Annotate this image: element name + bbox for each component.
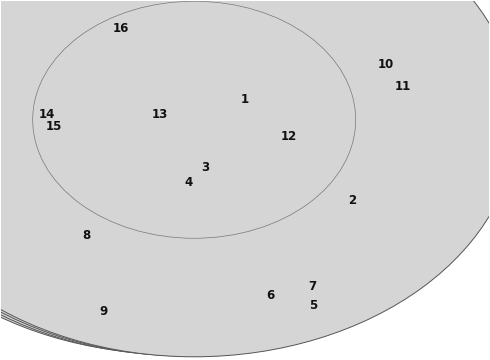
Polygon shape	[150, 97, 186, 129]
FancyBboxPatch shape	[288, 260, 336, 291]
Text: 9: 9	[99, 306, 107, 319]
Circle shape	[189, 177, 196, 183]
Text: 10: 10	[378, 58, 394, 71]
Circle shape	[310, 263, 318, 269]
Circle shape	[297, 272, 305, 278]
Circle shape	[433, 85, 448, 95]
Circle shape	[192, 177, 205, 186]
Circle shape	[216, 170, 223, 175]
Polygon shape	[158, 63, 395, 125]
Circle shape	[207, 164, 214, 169]
Text: 6: 6	[266, 289, 274, 302]
Polygon shape	[40, 105, 110, 187]
Polygon shape	[214, 168, 266, 181]
Circle shape	[413, 78, 428, 89]
Circle shape	[207, 166, 220, 175]
Circle shape	[428, 81, 435, 86]
FancyBboxPatch shape	[57, 33, 64, 60]
Circle shape	[307, 270, 320, 280]
FancyBboxPatch shape	[113, 33, 121, 60]
Text: 12: 12	[281, 130, 297, 143]
Circle shape	[318, 126, 329, 134]
Circle shape	[207, 184, 214, 189]
Circle shape	[437, 95, 444, 100]
Circle shape	[197, 164, 204, 169]
Circle shape	[54, 130, 98, 162]
Circle shape	[197, 170, 215, 183]
Circle shape	[318, 266, 326, 271]
Circle shape	[211, 174, 219, 179]
FancyBboxPatch shape	[59, 35, 116, 56]
Text: 15: 15	[45, 121, 62, 134]
Circle shape	[318, 279, 326, 284]
Circle shape	[322, 272, 330, 278]
Circle shape	[315, 123, 332, 136]
Text: 2: 2	[348, 194, 357, 207]
Polygon shape	[264, 235, 461, 265]
Ellipse shape	[88, 251, 97, 277]
Circle shape	[437, 87, 444, 93]
Circle shape	[314, 263, 328, 273]
Circle shape	[301, 266, 309, 271]
FancyBboxPatch shape	[64, 111, 84, 120]
Text: 8: 8	[82, 229, 90, 242]
Polygon shape	[395, 84, 420, 96]
Text: 14: 14	[39, 108, 55, 121]
Polygon shape	[335, 276, 375, 283]
Circle shape	[320, 127, 327, 132]
FancyBboxPatch shape	[118, 103, 167, 135]
Text: 4: 4	[185, 176, 193, 189]
Circle shape	[207, 177, 220, 186]
Polygon shape	[61, 251, 92, 277]
Circle shape	[310, 281, 318, 287]
Text: 3: 3	[201, 161, 209, 174]
Circle shape	[63, 136, 90, 156]
Circle shape	[417, 81, 424, 86]
Circle shape	[433, 93, 448, 103]
Text: 1: 1	[241, 93, 249, 106]
Circle shape	[193, 174, 201, 179]
Circle shape	[98, 301, 104, 305]
Text: 11: 11	[394, 80, 411, 93]
Circle shape	[415, 86, 437, 102]
FancyBboxPatch shape	[64, 172, 84, 181]
Circle shape	[202, 167, 210, 173]
Text: 7: 7	[308, 280, 317, 293]
Polygon shape	[377, 56, 423, 91]
Circle shape	[308, 258, 333, 277]
Text: 16: 16	[112, 22, 128, 35]
Circle shape	[197, 184, 204, 189]
Text: 5: 5	[309, 299, 318, 312]
Circle shape	[301, 279, 309, 284]
Ellipse shape	[56, 251, 65, 277]
Circle shape	[192, 166, 205, 175]
Circle shape	[202, 180, 210, 186]
Polygon shape	[115, 117, 397, 159]
Circle shape	[424, 78, 439, 89]
Text: 13: 13	[151, 108, 168, 121]
